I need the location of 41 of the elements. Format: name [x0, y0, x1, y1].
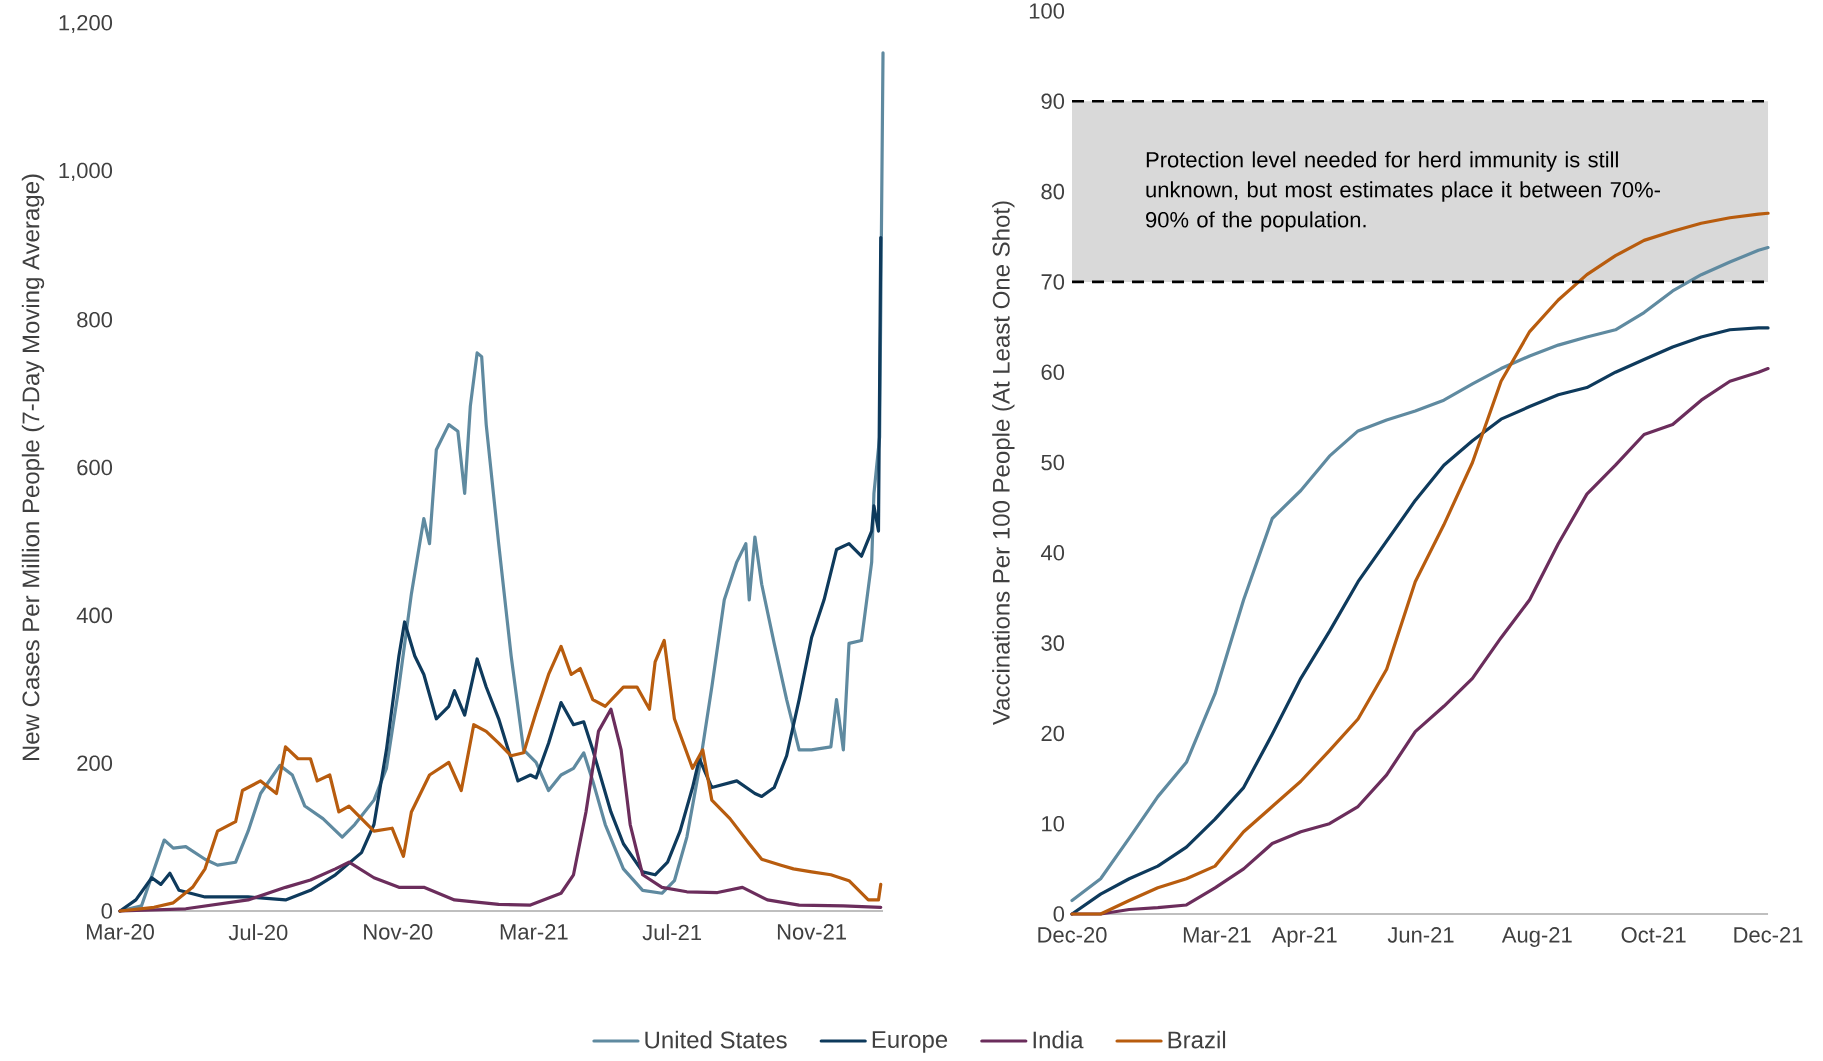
y-tick-label: 1,000 [59, 162, 113, 181]
y-tick-label: 200 [77, 755, 113, 771]
y-tick-label: 600 [77, 459, 113, 476]
x-tick-label: Nov-21 [777, 924, 846, 940]
y-tick-label: 100 [1029, 3, 1065, 19]
line-series [118, 236, 883, 913]
line-series [118, 707, 883, 913]
y-tick-label: 1,200 [59, 14, 113, 34]
y-tick-label: 50 [1041, 454, 1065, 471]
x-tick-label: Mar-21 [500, 924, 568, 940]
y-tick-label: 400 [76, 607, 113, 624]
y-tick-label: 60 [1041, 364, 1065, 380]
line-series [118, 638, 883, 913]
y-tick-label: 20 [1041, 725, 1065, 742]
y-axis-title: Vaccinations Per 100 People (At Least One Shot) [992, 201, 1015, 725]
x-tick-label: Jul-20 [228, 924, 288, 941]
x-tick-label: Jun-21 [1387, 927, 1454, 943]
x-tick-label: Oct-21 [1621, 927, 1686, 943]
x-tick-label: Aug-21 [1501, 927, 1572, 947]
y-tick-label: 40 [1040, 545, 1065, 561]
legend-label: Brazil [1168, 1030, 1226, 1049]
legend-label: Europe [872, 1031, 948, 1053]
x-tick-label: Mar-21 [1183, 927, 1251, 943]
x-tick-label: Jul-21 [642, 924, 702, 941]
x-tick-label: Mar-20 [86, 924, 154, 940]
y-axis-title: New Cases Per Million People (7-Day Moving Average) [21, 174, 45, 761]
y-tick-label: 80 [1041, 183, 1065, 200]
y-tick-label: 800 [77, 311, 113, 328]
x-tick-label: Dec-20 [1038, 927, 1107, 943]
y-tick-label: 10 [1042, 815, 1065, 832]
y-tick-label: 30 [1041, 635, 1065, 651]
band-label: Protection level needed for herd immunity is still unknown, but most estimates place it between 70%-90% of the population. [1146, 151, 1660, 232]
y-tick-label: 0 [1053, 906, 1065, 922]
y-tick-label: 70 [1041, 274, 1065, 290]
x-tick-label: Nov-20 [364, 924, 433, 940]
x-tick-label: Apr-21 [1271, 927, 1337, 947]
y-tick-label: 0 [101, 903, 113, 919]
y-tick-label: 90 [1041, 93, 1065, 110]
x-tick-label: Dec-21 [1734, 927, 1803, 943]
legend-label: United States [645, 1030, 787, 1049]
legend-label: India [1033, 1030, 1084, 1049]
